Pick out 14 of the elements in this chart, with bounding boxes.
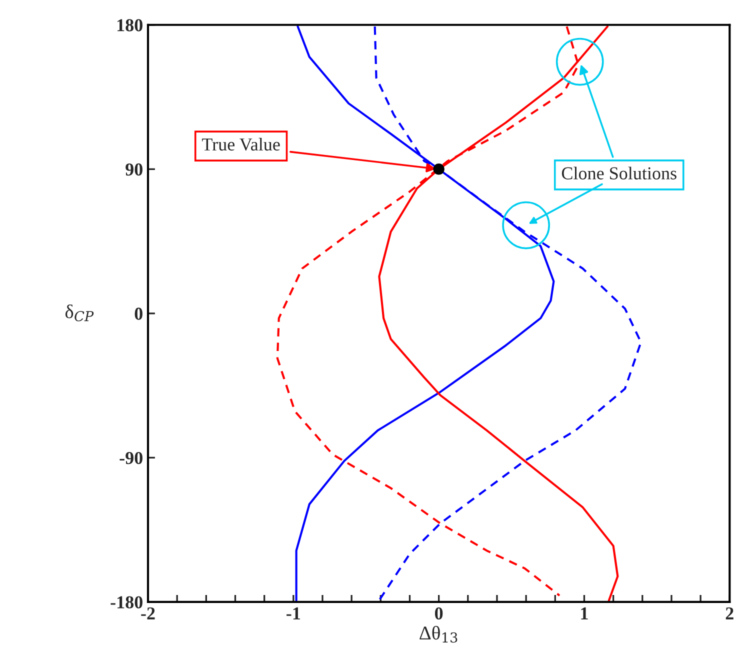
annotation: True Value bbox=[202, 138, 280, 151]
x-tick-label: -1 bbox=[286, 607, 300, 620]
x-axis-title: Δθ$_{13}$ bbox=[420, 626, 458, 643]
y-tick-label: 180 bbox=[118, 19, 142, 32]
x-tick-label: 2 bbox=[726, 607, 734, 620]
y-tick-label: 0 bbox=[134, 308, 142, 320]
x-tick-label: 1 bbox=[581, 607, 588, 620]
x-tick-label: 0 bbox=[434, 607, 443, 620]
y-tick-label: -180 bbox=[110, 596, 142, 608]
annotation: Clone Solutions bbox=[562, 166, 676, 180]
y-axis-title: δ$_{CP}$ bbox=[65, 304, 94, 322]
y-tick-label: 90 bbox=[126, 163, 142, 176]
y-tick-label: -90 bbox=[120, 452, 142, 464]
x-tick-label: -2 bbox=[141, 607, 155, 620]
